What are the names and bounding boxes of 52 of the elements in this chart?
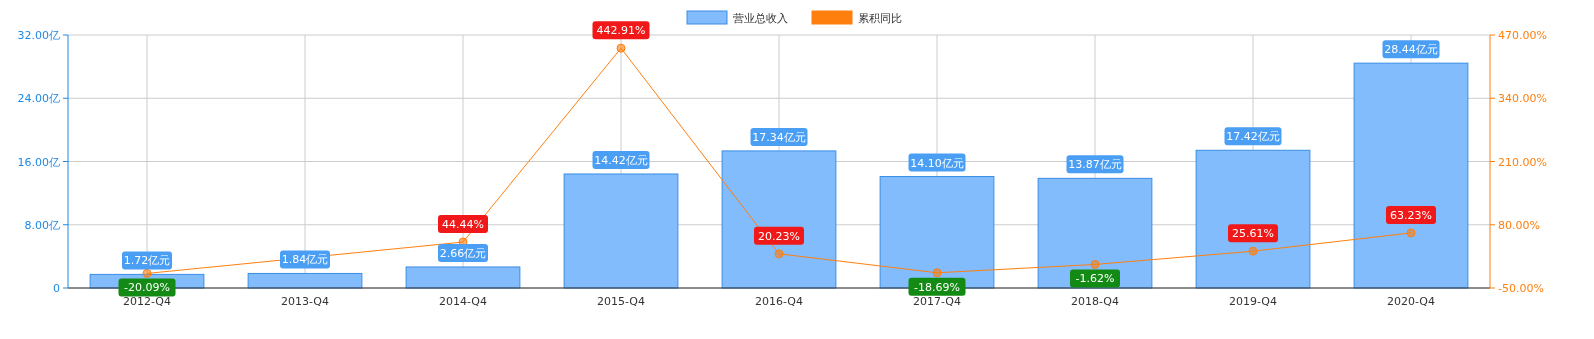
x-tick-label: 2013-Q4 [280, 295, 330, 308]
x-tick-label: 2018-Q4 [1070, 295, 1120, 308]
y2-tick-label: 80.00% [1498, 218, 1540, 232]
x-tick-label: 2016-Q4 [754, 295, 804, 308]
bar [247, 272, 363, 289]
point [1248, 246, 1258, 256]
data-label: 2.66亿元 [439, 246, 487, 260]
data-label: 20.23% [758, 229, 800, 243]
data-label: -20.09% [124, 281, 170, 295]
data-label: 17.42亿元 [1226, 130, 1280, 144]
y2-tick-label: 340.00% [1498, 92, 1547, 106]
data-label: 28.44亿元 [1384, 43, 1438, 57]
x-tick-label: 2017-Q4 [912, 295, 962, 308]
y-tick-label: 0 [53, 282, 60, 295]
data-label: -18.69% [914, 280, 960, 294]
data-label: 1.84亿元 [281, 253, 329, 267]
y2-tick-label: 470.00% [1498, 29, 1547, 42]
x-tick-label: 2015-Q4 [596, 295, 646, 308]
data-label: 63.23% [1390, 208, 1432, 222]
bar [405, 266, 521, 289]
point [616, 43, 626, 53]
y-tick-label: 32.00亿 [17, 29, 60, 42]
x-tick-label: 2014-Q4 [438, 295, 488, 308]
y-tick-label: 16.00亿 [17, 155, 60, 169]
bar [563, 173, 679, 289]
point [932, 268, 942, 278]
y-tick-label: 24.00亿 [17, 92, 60, 106]
data-label: 25.61% [1232, 227, 1274, 241]
data-label: 13.87亿元 [1068, 158, 1122, 172]
y2-tick-label: -50.00% [1498, 282, 1544, 295]
bar [1037, 177, 1153, 289]
data-label: 1.72亿元 [123, 254, 171, 268]
y2-tick-label: 210.00% [1498, 155, 1547, 169]
data-label: 442.91% [596, 24, 646, 38]
data-label: 14.42亿元 [594, 153, 648, 167]
data-label: -1.62% [1075, 272, 1115, 286]
point [1406, 228, 1416, 238]
x-tick-label: 2019-Q4 [1228, 295, 1278, 308]
x-tick-label: 2012-Q4 [122, 295, 172, 308]
bar [1195, 149, 1311, 289]
point [142, 268, 152, 278]
data-label: 17.34亿元 [752, 130, 806, 144]
x-tick-label: 2020-Q4 [1386, 295, 1436, 308]
point [1090, 259, 1100, 269]
legend-label: 营业总收入 [733, 12, 788, 25]
legend-label: 累积同比 [858, 12, 902, 25]
data-label: 14.10亿元 [910, 156, 964, 170]
bar [721, 150, 837, 289]
bar [1353, 62, 1469, 289]
point [774, 249, 784, 259]
y-tick-label: 8.00亿 [24, 218, 60, 232]
data-label: 44.44% [442, 218, 484, 232]
